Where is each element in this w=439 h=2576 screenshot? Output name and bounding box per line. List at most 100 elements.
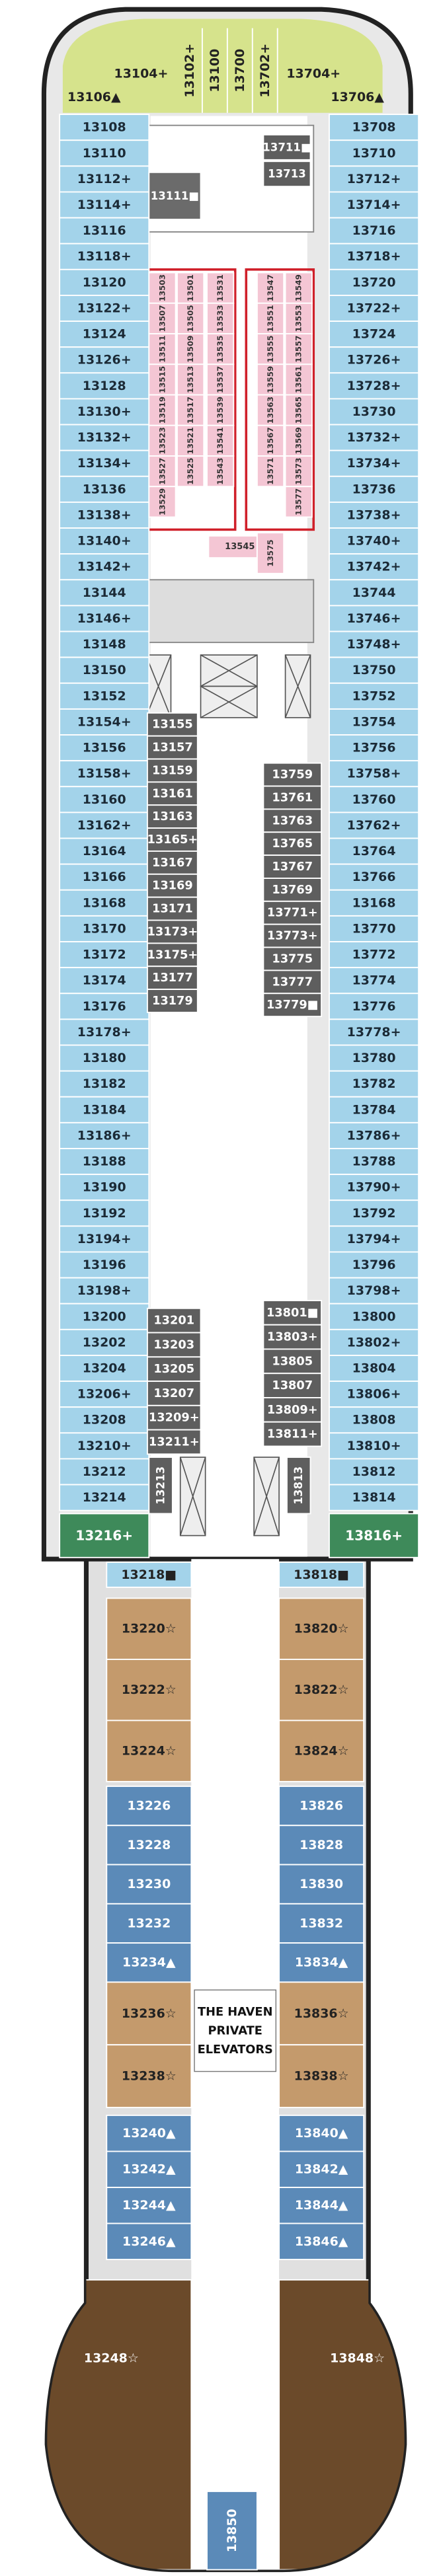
cabin-label: 13763 bbox=[272, 814, 313, 827]
cabin bbox=[148, 394, 177, 426]
cabin-label: 13814 bbox=[352, 1490, 396, 1505]
cabin bbox=[59, 889, 150, 917]
cabin-label: 13752 bbox=[352, 689, 396, 703]
cabin bbox=[146, 781, 198, 806]
cabin-label: 13228 bbox=[127, 1838, 171, 1852]
cabin bbox=[284, 486, 313, 518]
cabin bbox=[59, 967, 150, 995]
cabin-label: 13850 bbox=[225, 2509, 239, 2552]
cabin-label: 13800 bbox=[352, 1309, 396, 1324]
cabin-label: 13142+ bbox=[77, 560, 132, 574]
cabin-label: 13541 bbox=[216, 427, 225, 454]
cabin-label: 13742+ bbox=[347, 560, 401, 574]
cabin-label: 13718+ bbox=[347, 249, 401, 264]
cabin-label: 13775 bbox=[272, 952, 313, 966]
cabin bbox=[256, 455, 285, 488]
cabin bbox=[278, 1561, 365, 1588]
cabin-label: 13170 bbox=[83, 921, 126, 936]
cabin-label: 13202 bbox=[83, 1335, 126, 1349]
cabin-label: 13813 bbox=[292, 1466, 305, 1505]
cabin bbox=[278, 2150, 365, 2188]
cabin-label: 13732+ bbox=[347, 430, 401, 445]
cabin-label: 13501 bbox=[186, 274, 195, 301]
cabin-label: 13774 bbox=[352, 973, 396, 988]
cabin bbox=[106, 2222, 192, 2260]
cabin bbox=[206, 363, 235, 396]
cabin-label: 13838☆ bbox=[294, 2069, 349, 2084]
cabin-label: 13777 bbox=[272, 975, 313, 989]
cabin-label: 13543 bbox=[216, 457, 225, 484]
cabin-label: 13779■ bbox=[266, 998, 319, 1012]
cabin-label: 13176 bbox=[83, 999, 126, 1014]
cabin-label: 13156 bbox=[83, 741, 126, 755]
cabin-label: ELEVATORS bbox=[198, 2043, 273, 2057]
cabin-label: 13110 bbox=[83, 146, 126, 161]
cabin bbox=[329, 1199, 420, 1227]
cabin bbox=[59, 114, 150, 141]
cabin-label: 13216+ bbox=[75, 1528, 133, 1544]
cabin-label: 13842▲ bbox=[295, 2162, 348, 2177]
cabin bbox=[59, 1096, 150, 1123]
cabin-label: 13716 bbox=[352, 223, 396, 238]
cabin-label: 13712+ bbox=[347, 172, 401, 186]
cabin-label: 13848☆ bbox=[330, 2351, 385, 2365]
cabin-label: 13771+ bbox=[267, 906, 318, 920]
cabin bbox=[59, 217, 150, 245]
cabin-label: 13708 bbox=[352, 120, 396, 135]
cabin-label: 13158+ bbox=[77, 767, 132, 781]
cabin bbox=[278, 1864, 365, 1905]
cabin-label: 13531 bbox=[216, 274, 225, 301]
cabin bbox=[256, 394, 285, 426]
cabin bbox=[262, 1324, 323, 1350]
cabin-label: 13102+ bbox=[182, 44, 197, 98]
cabin bbox=[329, 243, 420, 270]
cabin-label: 13168 bbox=[83, 895, 126, 910]
cabin bbox=[59, 398, 150, 426]
cabin bbox=[329, 1328, 420, 1356]
elevators bbox=[145, 654, 311, 1536]
cabin bbox=[329, 268, 420, 296]
cabin-label: 13134+ bbox=[77, 456, 132, 471]
cabin-label: 13175+ bbox=[147, 948, 198, 962]
cabin bbox=[59, 656, 150, 684]
cabin-label: 13818■ bbox=[294, 1568, 349, 1582]
cabin-label: 13234▲ bbox=[122, 1955, 176, 1970]
cabin bbox=[262, 1300, 323, 1326]
cabin bbox=[262, 161, 311, 188]
cabin-label: 13124 bbox=[83, 327, 126, 342]
cabin bbox=[59, 294, 150, 322]
cabin bbox=[59, 941, 150, 969]
cabin-label: 13761 bbox=[272, 790, 313, 804]
cabin-label: 13756 bbox=[352, 741, 396, 755]
cabin-label: 13736 bbox=[352, 482, 396, 496]
cabin bbox=[329, 398, 420, 426]
cabin-label: 13112+ bbox=[77, 172, 132, 186]
cabin-label: 13766 bbox=[352, 870, 396, 884]
cabin-label: 13802+ bbox=[347, 1335, 401, 1349]
cabin bbox=[278, 1720, 365, 1782]
cabin bbox=[59, 424, 150, 451]
cabin-label: 13178+ bbox=[77, 1025, 132, 1040]
cabin bbox=[146, 966, 198, 991]
cabin-label: 13515 bbox=[157, 366, 167, 393]
cabin-label: 13537 bbox=[216, 366, 225, 393]
cabin bbox=[59, 630, 150, 658]
cabin-label: 13561 bbox=[294, 366, 303, 393]
cabin-label: 13122+ bbox=[77, 301, 132, 316]
cabin-label: 13722+ bbox=[347, 301, 401, 316]
cabin-label: 13820☆ bbox=[294, 1622, 349, 1636]
cabin-label: 13790+ bbox=[347, 1180, 401, 1195]
cabin bbox=[256, 424, 285, 457]
cabin-label: 13746+ bbox=[347, 611, 401, 626]
cabin bbox=[329, 734, 420, 762]
cabin-label: 13204 bbox=[83, 1361, 126, 1376]
cabin-label: 13244▲ bbox=[122, 2198, 176, 2213]
cabin-label: 13171 bbox=[152, 902, 193, 916]
cabin-label: 13161 bbox=[152, 786, 193, 800]
cabin-label: 13160 bbox=[83, 792, 126, 807]
cabin-label: 13140+ bbox=[77, 534, 132, 549]
cabin-label: 13529 bbox=[157, 488, 167, 515]
cabin-label: 13784 bbox=[352, 1102, 396, 1117]
cabin bbox=[59, 1174, 150, 1201]
